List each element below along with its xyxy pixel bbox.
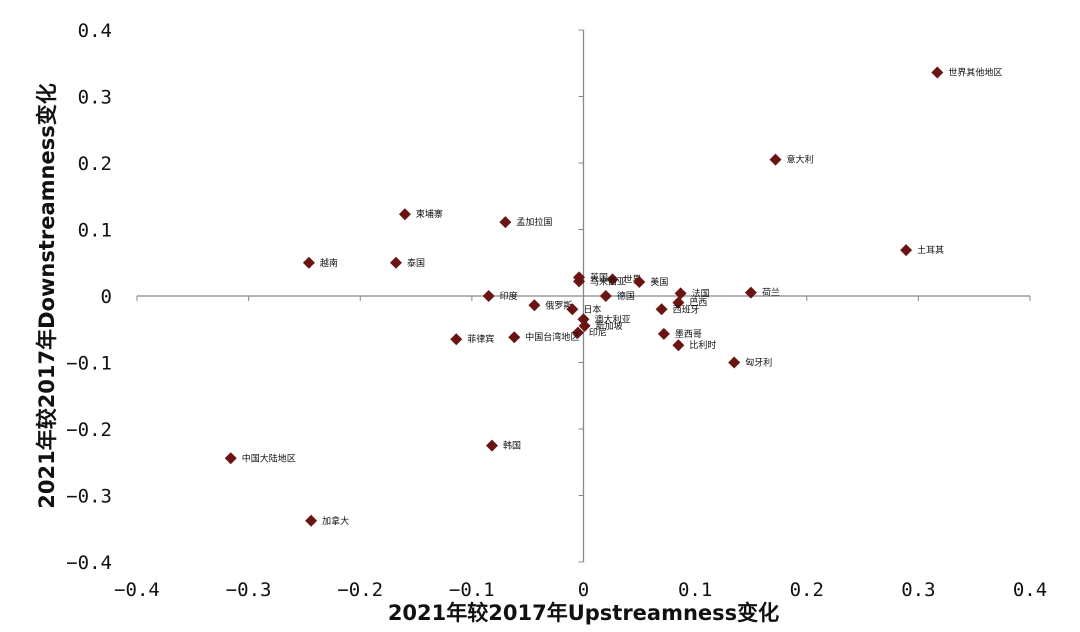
x-tick-label: 0 (578, 579, 589, 601)
data-point-marker (672, 296, 685, 309)
x-axis-title: 2021年较2017年Upstreamness变化 (388, 601, 779, 625)
data-point-marker (769, 153, 782, 166)
data-point-label: 加拿大 (322, 515, 349, 527)
data-point-label: 印尼 (589, 327, 607, 339)
data-point-marker (633, 276, 646, 289)
data-point-label: 菲律宾 (467, 333, 494, 345)
data-point-label: 韩国 (503, 440, 521, 452)
data-point-marker (482, 290, 495, 302)
data-point-marker (450, 333, 463, 346)
x-tick-label: 0.1 (678, 579, 712, 601)
y-tick-label: −0.2 (66, 419, 112, 441)
data-point-label: 孟加拉国 (516, 216, 552, 228)
y-tick-label: −0.1 (66, 353, 112, 375)
data-point-marker (578, 319, 591, 332)
data-point-label: 英国 (590, 271, 608, 283)
y-tick-label: 0.3 (78, 87, 112, 109)
x-tick-label: −0.2 (337, 579, 383, 601)
data-point-marker (305, 514, 318, 527)
data-point-marker (499, 216, 512, 229)
x-tick-label: −0.1 (449, 579, 495, 601)
y-tick-label: −0.3 (66, 486, 112, 508)
data-point-label: 意大利 (786, 154, 813, 166)
data-point-label: 比利时 (689, 339, 716, 351)
x-tick-label: 0.4 (1013, 579, 1047, 601)
data-point-label: 美国 (650, 276, 668, 288)
data-point-marker (672, 339, 685, 352)
y-tick-label: 0.2 (78, 153, 112, 175)
y-tick-label: 0.4 (78, 20, 112, 42)
data-point-label: 马来西亚 (590, 276, 626, 287)
data-point-marker (931, 66, 944, 79)
data-point-marker (573, 275, 586, 288)
data-point-label: 匈牙利 (745, 357, 772, 369)
data-point-label: 印度 (500, 290, 518, 302)
data-point-label: 中国台湾地区 (525, 331, 579, 343)
data-point-label: 柬埔寨 (416, 208, 443, 220)
x-tick-label: 0.3 (901, 579, 935, 601)
data-points: 世界其他地区意大利土耳其柬埔寨孟加拉国越南 泰国英国 世界马来西亚 美国法国 荷兰印度德… (224, 66, 1002, 527)
data-point-label: 泰国 (407, 257, 425, 269)
data-point-label: 越南 (320, 257, 338, 269)
y-axis-title: 2021年较2017年Downstreamness变化 (35, 83, 59, 509)
data-point-marker (606, 273, 619, 286)
data-point-label: 荷兰 (762, 287, 780, 299)
y-tick-label: 0 (101, 286, 112, 308)
x-tick-label: 0.2 (790, 579, 824, 601)
data-point-label: 墨西哥 (675, 329, 702, 340)
axes: −0.4 −0.3 −0.2 −0.1 0 0.1 0.2 0.3 0.4 −0.4 −0.3 −0.… (66, 20, 1047, 601)
data-point-marker (744, 286, 757, 299)
y-tick-label: −0.4 (66, 552, 112, 574)
data-point-marker (224, 452, 237, 465)
data-point-label: 德国 (617, 290, 635, 302)
data-point-label: 俄罗斯 (545, 299, 572, 311)
data-point-label: 新加坡 (596, 320, 623, 332)
x-tick-label: −0.4 (114, 579, 160, 601)
data-point-label: 中国大陆地区 (242, 452, 296, 464)
data-point-label: 土耳其 (917, 244, 944, 256)
data-point-marker (599, 290, 612, 302)
data-point-marker (674, 287, 687, 300)
data-point-marker (398, 208, 411, 221)
data-point-marker (655, 303, 668, 316)
data-point-marker (389, 256, 402, 269)
data-point-label: 法国 (692, 287, 710, 299)
data-point-marker (566, 303, 579, 316)
data-point-label: 澳大利亚 (595, 313, 631, 325)
data-point-marker (528, 299, 541, 312)
data-point-label: 西班牙 (673, 303, 700, 315)
data-point-marker (302, 256, 315, 269)
data-point-marker (508, 331, 521, 344)
data-point-label: 日本 (583, 303, 601, 315)
x-tick-label: −0.3 (226, 579, 272, 601)
y-tick-label: 0.1 (78, 220, 112, 242)
data-point-marker (900, 244, 913, 257)
data-point-marker (657, 327, 670, 340)
data-point-label: 巴西 (689, 298, 707, 309)
data-point-label: 世界其他地区 (948, 67, 1002, 79)
data-point-marker (485, 439, 498, 452)
data-point-marker (728, 356, 741, 369)
data-point-marker (571, 326, 584, 339)
